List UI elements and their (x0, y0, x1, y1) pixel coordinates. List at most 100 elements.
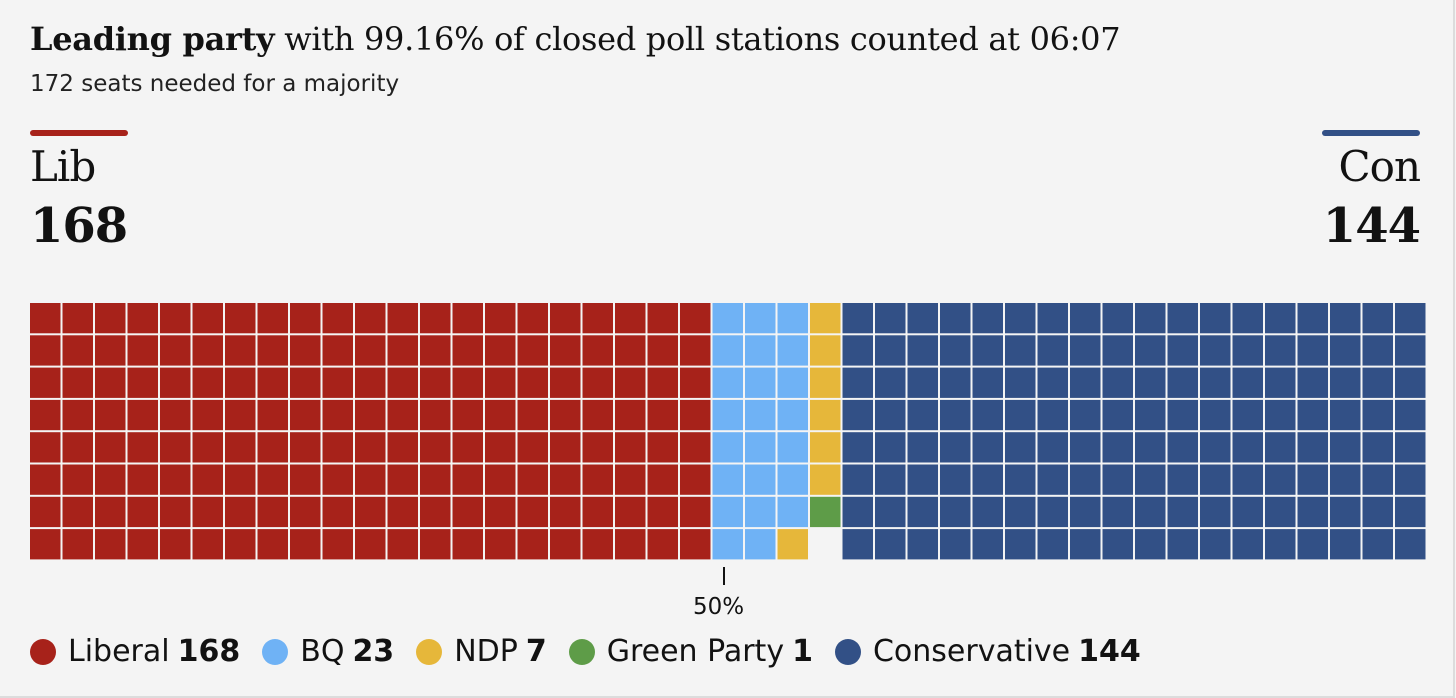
seat-conservative (1330, 464, 1361, 495)
seat-liberal (95, 335, 126, 366)
seat-liberal (680, 464, 711, 495)
seat-conservative (1265, 529, 1296, 560)
seat-liberal (290, 335, 321, 366)
seat-liberal (30, 335, 61, 366)
legend-swatch (568, 638, 595, 665)
seat-liberal (30, 367, 61, 398)
seat-bq (712, 432, 743, 463)
seat-conservative (1037, 464, 1068, 495)
seat-conservative (1200, 367, 1231, 398)
seat-liberal (355, 367, 386, 398)
seat-conservative (1005, 367, 1036, 398)
seat-liberal (680, 529, 711, 560)
seat-conservative (940, 399, 971, 431)
seat-conservative (1232, 303, 1263, 334)
seat-conservative (1135, 399, 1166, 431)
seat-bq (712, 464, 743, 495)
seat-liberal (680, 303, 711, 334)
seat-conservative (1005, 529, 1036, 560)
seat-conservative (1232, 464, 1263, 495)
legend-item-bq: BQ 23 (262, 634, 394, 669)
seat-liberal (192, 303, 223, 334)
seat-liberal (257, 399, 288, 431)
seat-conservative (972, 367, 1003, 398)
seat-conservative (1005, 335, 1036, 366)
seat-conservative (1265, 496, 1296, 528)
seat-bq (777, 464, 808, 495)
seat-liberal (550, 529, 581, 560)
seat-conservative (1297, 335, 1328, 366)
seat-bq (777, 399, 808, 431)
seat-conservative (1167, 303, 1198, 334)
seat-liberal (615, 496, 646, 528)
seat-liberal (62, 335, 93, 366)
seat-conservative (1395, 432, 1426, 463)
seat-conservative (1102, 399, 1133, 431)
midpoint-label: 50% (693, 594, 745, 620)
seat-liberal (647, 303, 678, 334)
seat-liberal (290, 529, 321, 560)
seat-liberal (160, 335, 191, 366)
seat-liberal (647, 335, 678, 366)
seat-liberal (322, 399, 353, 431)
seat-liberal (485, 335, 516, 366)
seat-conservative (842, 529, 873, 560)
seat-liberal (517, 367, 548, 398)
seat-liberal (95, 529, 126, 560)
seat-liberal (322, 335, 353, 366)
seat-conservative (1330, 529, 1361, 560)
seat-conservative (1265, 464, 1296, 495)
seat-liberal (322, 367, 353, 398)
left-party-seats: 168 (30, 198, 128, 254)
seat-conservative (1395, 529, 1426, 560)
seat-liberal (225, 464, 256, 495)
seat-liberal (615, 432, 646, 463)
seat-conservative (1232, 367, 1263, 398)
seat-liberal (257, 303, 288, 334)
seat-liberal (550, 496, 581, 528)
seat-conservative (1135, 432, 1166, 463)
seat-liberal (30, 303, 61, 334)
seat-liberal (387, 529, 418, 560)
seat-liberal (225, 432, 256, 463)
seat-bq (712, 367, 743, 398)
seat-liberal (225, 529, 256, 560)
seat-conservative (842, 464, 873, 495)
seat-liberal (420, 529, 451, 560)
seat-conservative (1297, 303, 1328, 334)
seat-liberal (290, 367, 321, 398)
seat-conservative (1297, 367, 1328, 398)
seat-liberal (62, 399, 93, 431)
seat-liberal (257, 464, 288, 495)
seat-conservative (875, 335, 906, 366)
legend-item-liberal: Liberal 168 (30, 634, 240, 669)
seat-bq (712, 399, 743, 431)
seat-conservative (1005, 464, 1036, 495)
seat-liberal (517, 464, 548, 495)
seat-conservative (1102, 335, 1133, 366)
headline: Leading party with 99.16% of closed poll… (30, 18, 1121, 60)
seat-conservative (907, 496, 938, 528)
legend-item-green: Green Party 1 (568, 634, 813, 669)
seat-conservative (842, 335, 873, 366)
seat-liberal (160, 464, 191, 495)
seat-conservative (1200, 529, 1231, 560)
seat-conservative (1395, 367, 1426, 398)
seat-liberal (615, 399, 646, 431)
seat-liberal (322, 529, 353, 560)
seat-conservative (972, 496, 1003, 528)
seat-liberal (127, 399, 158, 431)
seat-conservative (972, 399, 1003, 431)
seat-liberal (160, 303, 191, 334)
seat-ndp (810, 464, 841, 495)
seat-liberal (95, 399, 126, 431)
seat-liberal (550, 464, 581, 495)
seat-conservative (1297, 399, 1328, 431)
seat-bq (777, 432, 808, 463)
seat-conservative (1167, 432, 1198, 463)
seat-ndp (810, 432, 841, 463)
seat-liberal (647, 496, 678, 528)
seat-conservative (1135, 335, 1166, 366)
seat-liberal (647, 464, 678, 495)
